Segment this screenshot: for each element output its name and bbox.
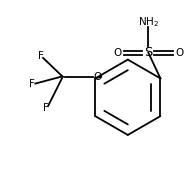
- Text: S: S: [144, 46, 152, 59]
- Text: F: F: [29, 79, 35, 89]
- Text: F: F: [43, 102, 48, 113]
- Text: O: O: [113, 48, 122, 58]
- Text: NH$_2$: NH$_2$: [138, 15, 159, 29]
- Text: O: O: [93, 72, 101, 82]
- Text: O: O: [175, 48, 183, 58]
- Text: F: F: [38, 51, 43, 61]
